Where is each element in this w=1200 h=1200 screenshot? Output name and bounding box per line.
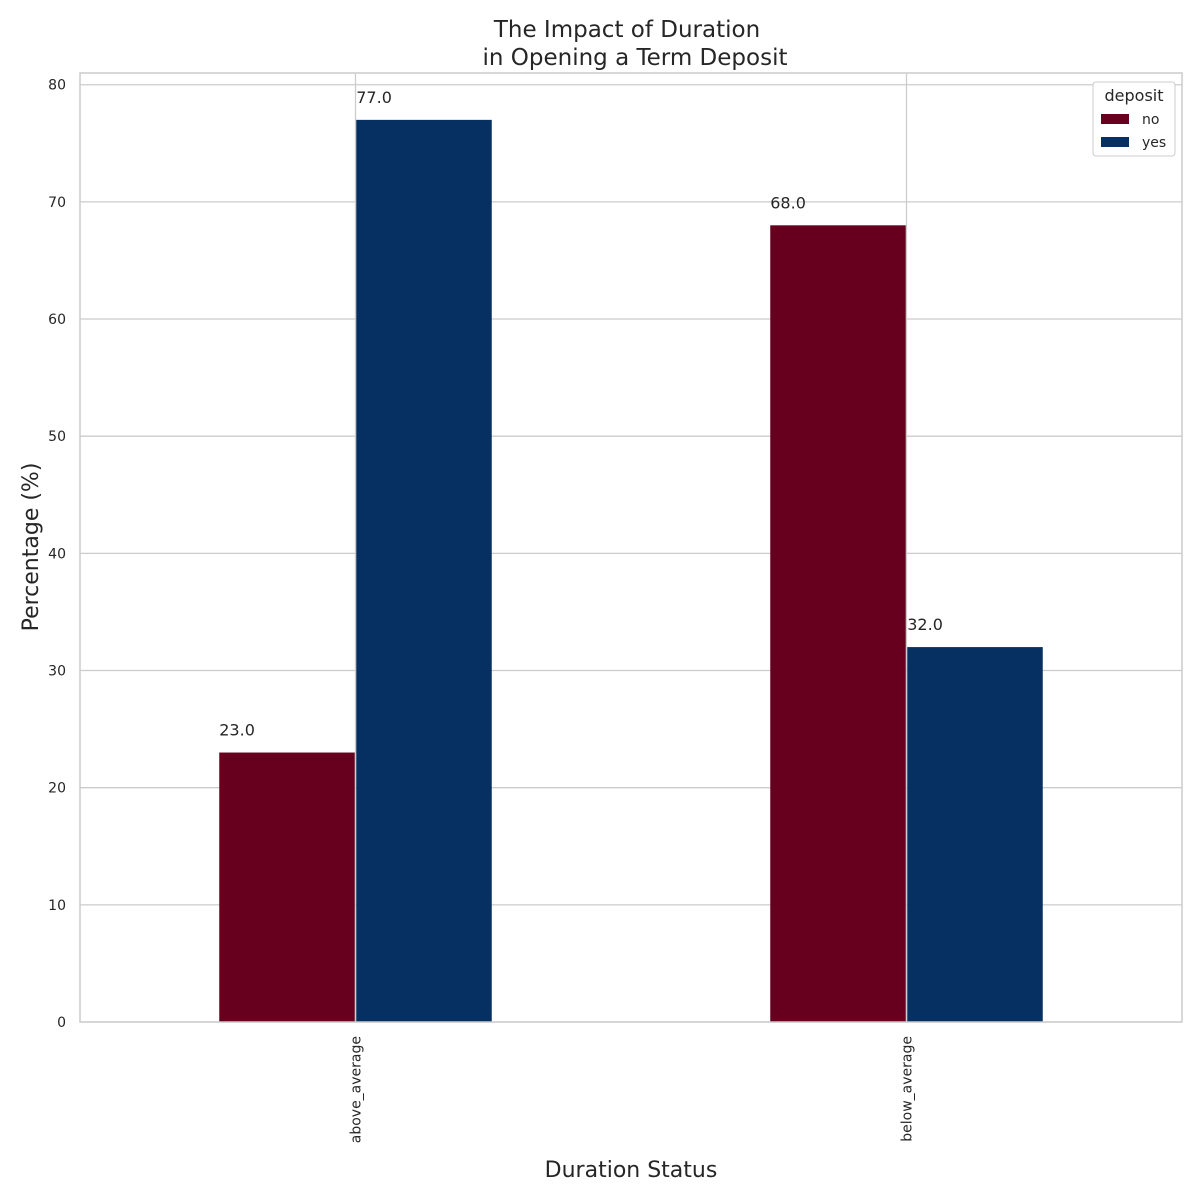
bar-no-above_average (219, 752, 355, 1022)
plot-frame (79, 72, 1183, 1023)
y-tick-label: 0 (57, 1015, 66, 1031)
bar-yes-below_average (907, 647, 1043, 1022)
legend-swatch-no (1101, 114, 1129, 124)
legend: deposit no yes (1092, 81, 1176, 157)
data-label-no-above_average: 23.0 (219, 721, 255, 740)
x-gridlines (354, 73, 908, 1022)
legend-swatch-yes (1101, 137, 1129, 147)
y-tick-label: 30 (48, 664, 66, 680)
bar-yes-above_average (356, 119, 492, 1022)
chart-title-line-2: in Opening a Term Deposit (483, 45, 788, 71)
bar-no-below_average (770, 225, 906, 1022)
data-label-yes-below_average: 32.0 (907, 615, 943, 634)
chart-title-line-1: The Impact of Duration (493, 17, 760, 43)
y-tick-label: 70 (48, 195, 66, 211)
bar-data-labels: 23.0 68.0 77.0 32.0 (219, 88, 943, 740)
y-tick-label: 80 (48, 78, 66, 94)
y-tick-label: 50 (48, 429, 66, 445)
y-tick-labels: 0 10 20 30 40 50 60 70 80 (48, 78, 66, 1031)
legend-title: deposit (1105, 86, 1164, 105)
x-tick-label: below_average (900, 1036, 916, 1142)
y-tick-label: 60 (48, 312, 66, 328)
data-label-yes-above_average: 77.0 (356, 88, 392, 107)
y-tick-label: 20 (48, 781, 66, 797)
data-label-no-below_average: 68.0 (770, 193, 806, 212)
x-axis-title: Duration Status (545, 1158, 718, 1183)
x-tick-label: above_average (349, 1036, 365, 1143)
x-tick-labels: above_average below_average (349, 1036, 916, 1143)
y-axis-title: Percentage (%) (19, 463, 44, 632)
y-tick-label: 10 (48, 898, 66, 914)
y-tick-label: 40 (48, 546, 66, 562)
legend-label-no: no (1142, 112, 1159, 128)
legend-label-yes: yes (1142, 135, 1166, 151)
bar-series (219, 119, 1043, 1022)
